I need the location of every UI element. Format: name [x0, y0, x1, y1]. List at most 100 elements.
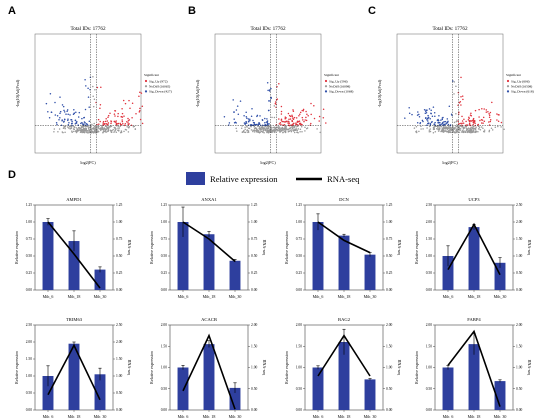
volcano-point [140, 92, 143, 94]
volcano-point [93, 122, 95, 125]
volcano-point [455, 129, 458, 132]
volcano-point [464, 126, 467, 128]
volcano-legend-swatch [324, 85, 328, 88]
y-tick-label: 0.50 [426, 387, 432, 391]
volcano-point [139, 118, 142, 121]
volcano-point [114, 115, 116, 117]
volcano-point [56, 123, 58, 126]
volcano-point [458, 126, 460, 128]
volcano-point [480, 122, 483, 124]
volcano-point [288, 122, 290, 125]
volcano-point [274, 101, 277, 103]
volcano-point [91, 123, 93, 126]
volcano-point [121, 119, 123, 121]
volcano-point [92, 76, 94, 78]
volcano-point [482, 116, 485, 119]
volcano-point [299, 113, 301, 115]
volcano-point [298, 122, 301, 125]
volcano-point [480, 126, 483, 128]
x-tick-label: Mth_30 [94, 414, 107, 418]
volcano-point [429, 124, 432, 126]
volcano-point [94, 131, 97, 133]
volcano-point [480, 119, 483, 121]
volcano-point [268, 123, 270, 125]
volcano-point [428, 131, 431, 133]
volcano-point [277, 127, 280, 129]
volcano-point [75, 122, 78, 124]
expression-bar [94, 374, 106, 410]
y2-tick-label: 1.25 [251, 203, 257, 207]
volcano-point [284, 116, 287, 118]
volcano-point [104, 130, 106, 133]
volcano-point [53, 130, 55, 133]
y-tick-label: 1.50 [426, 237, 432, 241]
y2-tick-label: 1.00 [116, 220, 122, 224]
volcano-point [263, 127, 265, 129]
volcano-point [282, 129, 285, 131]
volcano-point [488, 121, 490, 123]
volcano-point [455, 128, 458, 130]
volcano-point [427, 122, 429, 125]
expression-bar [229, 260, 241, 290]
volcano-point [97, 125, 100, 128]
volcano-point [260, 130, 263, 133]
qpcr-chart-trim63: TRIM63 0.00 0.50 1.00 1.50 2.00 2.50 0.00 0.50 1.… [14, 317, 132, 418]
volcano-point [432, 127, 435, 130]
volcano-point [469, 120, 471, 123]
y-tick-label: 0.50 [161, 387, 167, 391]
volcano-point [300, 125, 303, 128]
volcano-legend-swatch [144, 85, 148, 88]
volcano-point [64, 127, 66, 130]
volcano-point [310, 122, 312, 125]
volcano-point [240, 127, 243, 130]
volcano-point [228, 122, 231, 124]
volcano-point [468, 116, 470, 119]
volcano-point [59, 110, 62, 113]
volcano-point [141, 122, 144, 125]
volcano-point [126, 126, 128, 128]
volcano-legend-label: NoDiff (16508) [511, 85, 532, 89]
chart-title: UCP3 [468, 197, 480, 202]
volcano-point [491, 101, 493, 104]
volcano-point [428, 129, 431, 131]
volcano-point [281, 126, 284, 129]
y-axis-label: Relative expression [149, 230, 154, 264]
volcano-point [252, 129, 254, 131]
volcano-point [262, 127, 264, 130]
y2-tick-label: 1.00 [516, 366, 522, 370]
volcano-point [310, 113, 312, 116]
volcano-point [107, 114, 110, 117]
volcano-point [81, 121, 83, 124]
volcano-point [274, 126, 276, 128]
volcano-point [404, 117, 406, 119]
volcano-point [63, 118, 66, 121]
volcano-point [454, 126, 456, 129]
volcano-point [288, 130, 290, 132]
volcano-point [440, 125, 442, 128]
volcano-legend-swatch [324, 79, 328, 83]
volcano-point [123, 130, 125, 133]
volcano-point [266, 122, 269, 124]
volcano-point [237, 113, 240, 116]
volcano-legend-swatch [144, 79, 148, 83]
y2-tick-label: 2.50 [116, 323, 122, 327]
volcano-legend-label: Sig_Up (972) [149, 79, 168, 83]
volcano-point [461, 122, 463, 124]
volcano-point [64, 131, 66, 133]
volcano-point [465, 129, 468, 132]
volcano-point [268, 100, 270, 102]
volcano-point [291, 126, 294, 128]
volcano-point [71, 122, 73, 124]
x-tick-label: Mth_6 [443, 294, 454, 299]
volcano-point [280, 105, 283, 108]
y2-tick-label: 1.25 [116, 203, 122, 207]
volcano-point [120, 130, 123, 132]
volcano-point [92, 105, 95, 108]
y2-tick-label: 0.50 [116, 254, 122, 258]
volcano-point [289, 118, 292, 120]
y-tick-label: 0.00 [426, 408, 432, 412]
panel-label-d: D [8, 169, 16, 181]
volcano-point [115, 124, 118, 127]
volcano-point [264, 129, 267, 131]
